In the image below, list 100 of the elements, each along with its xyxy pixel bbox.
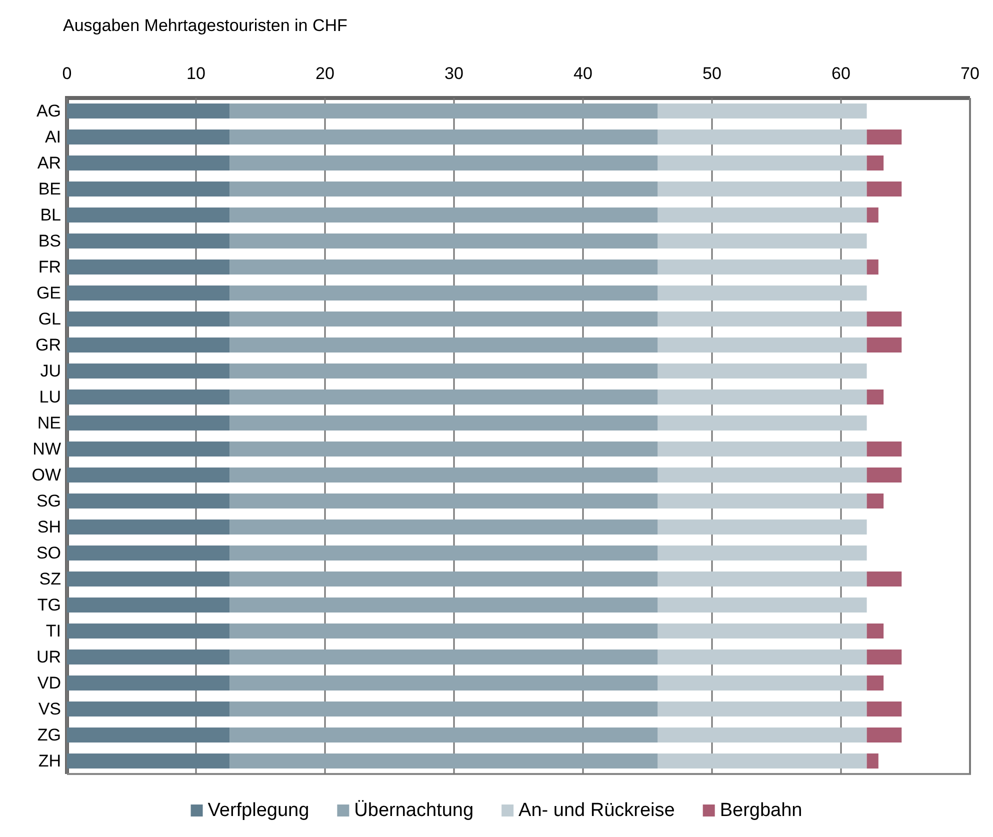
bar <box>866 649 902 665</box>
y-tick-label: UR <box>36 648 61 666</box>
y-tick-label: AG <box>36 102 61 120</box>
bar <box>866 493 884 509</box>
bar <box>866 753 878 769</box>
bar <box>658 545 867 561</box>
bar <box>67 363 230 379</box>
bar <box>658 259 867 275</box>
bar <box>658 415 867 431</box>
bar <box>230 311 658 327</box>
x-tick-label: 50 <box>702 64 722 83</box>
chart-title: Ausgaben Mehrtagestouristen in CHF <box>63 16 348 35</box>
bar <box>230 337 658 353</box>
bar <box>230 597 658 613</box>
y-tick-label: NE <box>37 414 61 432</box>
bar <box>67 181 230 197</box>
bar <box>866 389 884 405</box>
bar <box>658 363 867 379</box>
bar <box>230 155 658 171</box>
bar <box>866 207 878 223</box>
bar <box>658 597 867 613</box>
y-tick-label: OW <box>32 466 61 484</box>
bar <box>866 129 902 145</box>
y-tick-label: NW <box>32 440 61 458</box>
bar <box>866 467 902 483</box>
bar <box>658 623 867 639</box>
y-tick-label: FR <box>38 258 61 276</box>
bar <box>658 285 867 301</box>
y-tick-label: ZH <box>38 752 61 770</box>
y-tick-label: SH <box>37 518 61 536</box>
bar <box>658 337 867 353</box>
y-tick-label: SZ <box>39 570 61 588</box>
bar <box>67 415 230 431</box>
bar <box>866 259 878 275</box>
bar <box>67 311 230 327</box>
bar <box>230 415 658 431</box>
bar <box>67 545 230 561</box>
bar <box>658 103 867 119</box>
bar <box>230 233 658 249</box>
bar <box>67 233 230 249</box>
bar <box>230 363 658 379</box>
x-tick-label: 30 <box>444 64 464 83</box>
bar <box>866 311 902 327</box>
bar <box>658 493 867 509</box>
bar <box>230 181 658 197</box>
bar <box>230 259 658 275</box>
bar <box>67 701 230 717</box>
bar <box>658 519 867 535</box>
bar <box>67 467 230 483</box>
y-tick-label: BL <box>40 206 61 224</box>
bar <box>658 233 867 249</box>
y-tick-label: LU <box>39 388 61 406</box>
bar <box>658 675 867 691</box>
bar <box>230 727 658 743</box>
legend-label: Bergbahn <box>720 800 802 821</box>
bar <box>658 649 867 665</box>
bar <box>230 103 658 119</box>
bar <box>67 285 230 301</box>
bar <box>658 571 867 587</box>
y-tick-label: JU <box>40 362 61 380</box>
x-tick-label: 10 <box>186 64 206 83</box>
bar <box>866 675 884 691</box>
y-tick-label: TG <box>37 596 61 614</box>
bar <box>230 675 658 691</box>
bar <box>67 727 230 743</box>
bar <box>67 623 230 639</box>
y-tick-label: SO <box>36 544 61 562</box>
bar <box>67 571 230 587</box>
x-tick-label: 20 <box>316 64 334 83</box>
bar <box>67 597 230 613</box>
y-tick-label: AR <box>37 154 61 172</box>
bar <box>230 545 658 561</box>
y-tick-label: BS <box>38 232 61 250</box>
bar <box>658 311 867 327</box>
y-tick-label: VD <box>37 674 61 692</box>
bar <box>230 753 658 769</box>
bar <box>67 519 230 535</box>
bar <box>67 649 230 665</box>
legend-label: An- und Rückreise <box>518 800 675 821</box>
bar <box>658 389 867 405</box>
bar <box>67 259 230 275</box>
bar <box>230 493 658 509</box>
bar <box>658 155 867 171</box>
bar <box>230 623 658 639</box>
bar <box>230 207 658 223</box>
bar <box>658 441 867 457</box>
bar <box>67 441 230 457</box>
bar <box>658 181 867 197</box>
bar <box>658 129 867 145</box>
bar <box>866 181 902 197</box>
bar <box>866 337 902 353</box>
bar <box>67 207 230 223</box>
bar <box>230 519 658 535</box>
y-tick-label: AI <box>44 128 61 146</box>
bar <box>67 155 230 171</box>
bar <box>230 389 658 405</box>
bar <box>67 675 230 691</box>
bar <box>67 337 230 353</box>
bar <box>67 389 230 405</box>
bar <box>230 285 658 301</box>
